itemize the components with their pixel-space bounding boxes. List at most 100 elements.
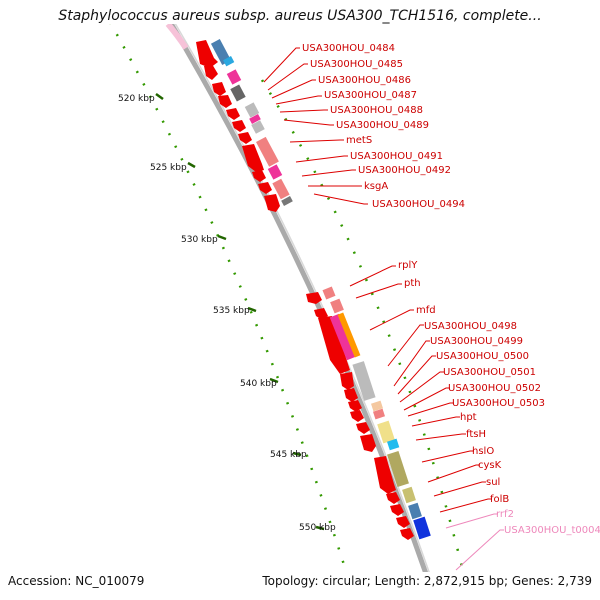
gene-label[interactable]: cysK [478,460,502,471]
ruler-label-545: 545 kbp [270,450,307,460]
gene-arrow[interactable] [350,410,364,422]
gene-arrow[interactable] [232,120,246,132]
gene-arrow[interactable] [318,316,350,374]
gene-arrow[interactable] [196,40,218,68]
ruler-tick-540 [269,377,279,384]
gene-arrow[interactable] [238,132,252,144]
gene-label[interactable]: USA300HOU_0485 [310,59,403,70]
cog-block [244,102,260,118]
gene-label[interactable]: USA300HOU_0501 [443,367,536,378]
cog-block [408,502,422,520]
cog-block [210,39,232,65]
leader-line [275,95,322,105]
cog-block [267,164,283,180]
leader-line [439,498,492,513]
cog-block [413,516,431,540]
gene-label[interactable]: pth [404,278,421,289]
gene-label[interactable]: rrf2 [496,509,514,520]
ruler-label-550: 550 kbp [299,523,336,533]
gene-label[interactable]: USA300HOU_0484 [302,43,395,54]
label-leaders-rna [445,513,504,571]
leader-line [263,47,300,83]
leader-line [267,63,308,91]
gene-labels: USA300HOU_0484 USA300HOU_0485 USA300HOU_… [302,43,600,536]
gene-arrow[interactable] [374,456,396,494]
gene-arrow[interactable] [252,170,266,182]
gene-arrow[interactable] [264,194,280,212]
gene-arrow[interactable] [314,308,328,320]
gene-label[interactable]: sul [486,477,500,488]
ruler-labels: 520 kbp 525 kbp 530 kbp 535 kbp 540 kbp … [118,94,336,533]
ruler-tick-545 [292,451,302,457]
gene-arrow[interactable] [212,82,226,96]
gene-arrow[interactable] [356,422,370,434]
gene-label[interactable]: USA300HOU_0491 [350,151,443,162]
gene-label[interactable]: USA300HOU_0503 [452,398,545,409]
cog-block [387,450,409,488]
ruler-tick-530 [217,234,227,241]
gene-label[interactable]: mfd [416,305,436,316]
gene-label[interactable]: USA300HOU_0492 [358,165,451,176]
leader-line [369,309,414,331]
gene-label[interactable]: ftsH [466,429,486,440]
gene-label[interactable]: rplY [398,260,418,271]
genome-info-text: Topology: circular; Length: 2,872,915 bp… [262,574,592,588]
gene-label[interactable]: USA300HOU_0486 [318,75,411,86]
ruler-label-520: 520 kbp [118,94,155,104]
cog-block [352,361,376,401]
gene-label[interactable]: metS [346,135,372,146]
gene-label[interactable]: USA300HOU_0487 [324,90,417,101]
gene-arrow[interactable] [396,516,410,528]
gene-label[interactable]: folB [490,494,509,505]
ruler-label-540: 540 kbp [240,379,277,389]
ruler-tick-525 [187,161,196,169]
gene-arrow[interactable] [340,372,354,390]
leader-line [427,464,480,483]
cog-block [387,438,400,451]
gene-label[interactable]: USA300HOU_0494 [372,199,465,210]
ruler-ticks [155,92,325,531]
gene-label[interactable]: USA300HOU_0500 [436,351,529,362]
leader-line [403,387,450,411]
label-leaders [263,47,492,513]
cog-block [329,313,357,361]
ruler-label-525: 525 kbp [150,163,187,173]
gene-arrow[interactable] [360,434,376,452]
cog-blocks-lower [322,286,431,540]
gene-arrow[interactable] [226,108,240,120]
gene-label[interactable]: USA300HOU_0498 [424,321,517,332]
gene-label[interactable]: USA300HOU_t0004 [504,525,600,536]
accession-text: Accession: NC_010079 [8,574,145,588]
cog-blocks-upper [210,39,293,206]
gene-label[interactable]: USA300HOU_0499 [430,336,523,347]
gene-arrow[interactable] [386,492,400,504]
gene-arrow[interactable] [344,388,358,402]
leader-line [393,340,430,387]
gene-arrow[interactable] [306,292,322,304]
cog-block [272,178,290,200]
gene-arrow[interactable] [242,144,264,172]
gene-label[interactable]: hpt [460,412,477,423]
gene-label[interactable]: USA300HOU_0502 [448,383,541,394]
gene-label[interactable]: hslO [472,446,494,457]
cog-block [256,136,279,167]
leader-line [433,481,486,497]
gene-arrow[interactable] [348,400,362,412]
leader-line [271,79,316,99]
gene-label[interactable]: USA300HOU_0489 [336,120,429,131]
gene-arrow[interactable] [400,528,414,540]
gene-label[interactable]: ksgA [364,181,388,192]
gene-label[interactable]: USA300HOU_0488 [330,105,423,116]
ruler-label-535: 535 kbp [213,306,250,316]
leader-line [421,450,474,463]
cog-block [373,408,385,420]
cog-block [251,120,265,134]
leader-line [455,529,504,571]
gene-arrow[interactable] [204,64,218,80]
gene-arrow[interactable] [390,504,404,516]
cog-block [377,420,395,444]
gene-arrow[interactable] [258,182,272,194]
cog-block [249,114,261,124]
gene-arrow[interactable] [218,95,232,108]
